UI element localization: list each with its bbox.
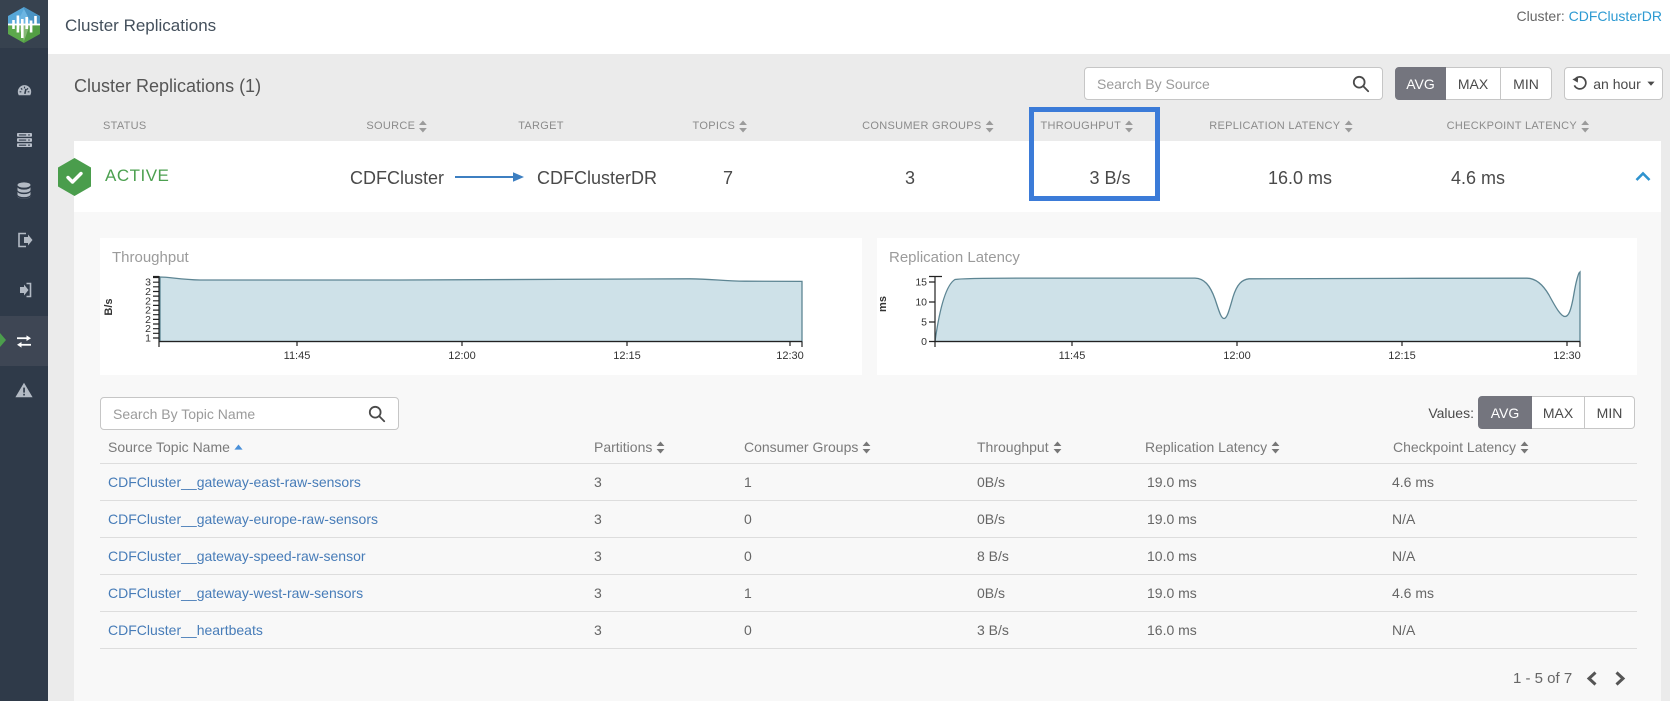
svg-text:B/s: B/s: [103, 298, 115, 315]
svg-text:2: 2: [145, 323, 151, 335]
svg-text:11:45: 11:45: [1059, 350, 1086, 362]
svg-text:11:45: 11:45: [284, 350, 311, 362]
svg-text:12:00: 12:00: [448, 350, 476, 362]
svg-text:10: 10: [915, 297, 927, 309]
svg-text:3: 3: [145, 277, 151, 289]
svg-text:2: 2: [145, 295, 151, 307]
svg-text:12:00: 12:00: [1223, 350, 1251, 362]
svg-text:12:30: 12:30: [1553, 350, 1581, 362]
svg-text:Replication Latency: Replication Latency: [889, 249, 1020, 266]
svg-text:0: 0: [921, 336, 927, 348]
svg-text:ms: ms: [877, 296, 889, 312]
svg-text:12:30: 12:30: [776, 350, 804, 362]
svg-text:12:15: 12:15: [1388, 350, 1416, 362]
svg-text:Throughput: Throughput: [112, 249, 190, 266]
svg-text:2: 2: [145, 286, 151, 298]
svg-text:2: 2: [145, 305, 151, 317]
svg-text:2: 2: [145, 314, 151, 326]
svg-text:5: 5: [921, 317, 927, 329]
svg-text:12:15: 12:15: [613, 350, 641, 362]
svg-text:15: 15: [915, 277, 927, 289]
svg-text:1: 1: [145, 333, 151, 345]
